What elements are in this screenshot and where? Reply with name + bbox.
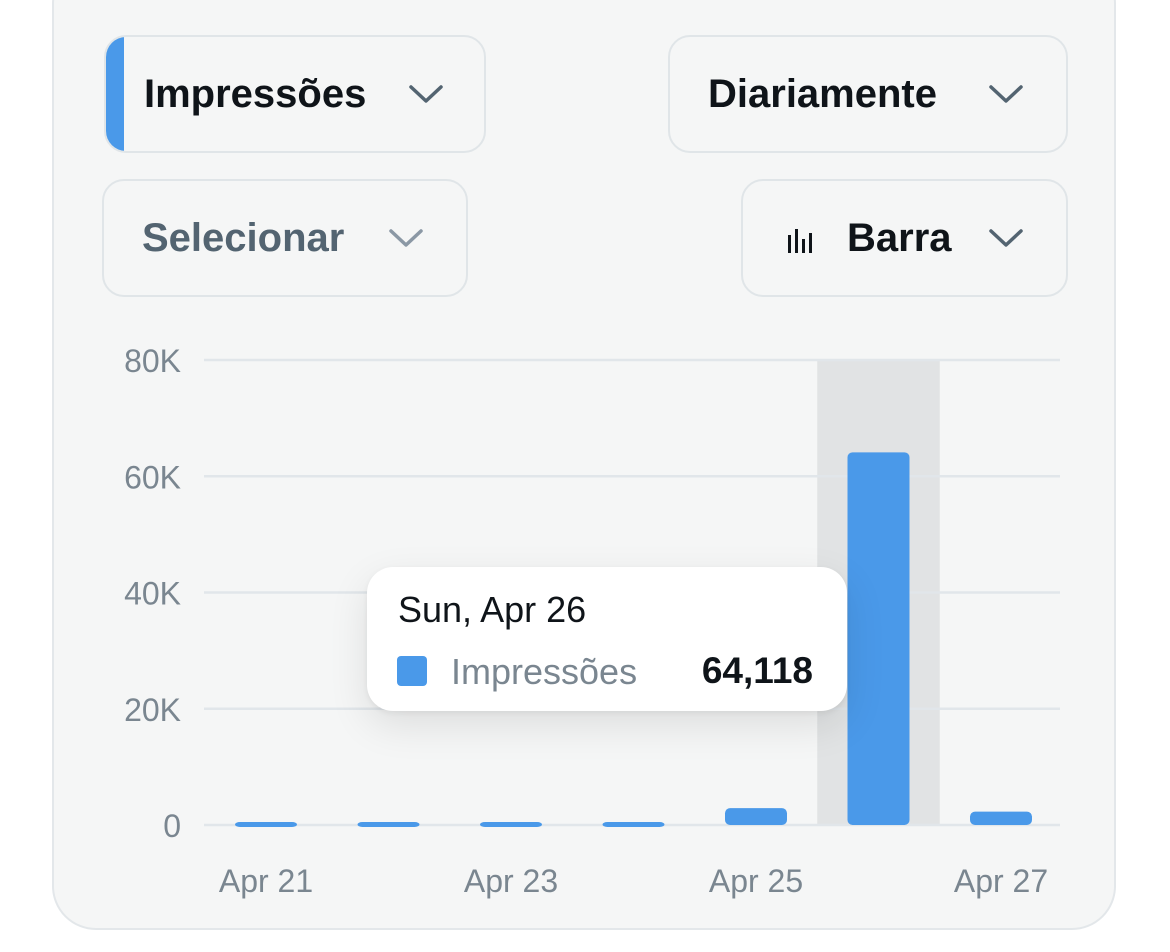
chevron-down-icon — [989, 85, 1023, 103]
x-tick-label: Apr 27 — [954, 863, 1048, 899]
tooltip-date: Sun, Apr 26 — [398, 589, 587, 630]
select-dropdown-label: Selecionar — [142, 215, 345, 260]
x-tick-label: Apr 23 — [464, 863, 558, 899]
tooltip-value: 64,118 — [701, 650, 813, 691]
chart-tooltip: Sun, Apr 26 Impressões 64,118 — [367, 567, 847, 711]
bar — [480, 822, 542, 827]
metric-dropdown[interactable]: Impressões — [104, 35, 486, 153]
chart-type-dropdown[interactable]: Barra — [741, 179, 1068, 297]
bar — [235, 822, 297, 827]
x-tick-label: Apr 21 — [219, 863, 313, 899]
y-tick-label: 60K — [124, 459, 181, 495]
chart-type-dropdown-label: Barra — [847, 215, 952, 260]
metric-color-accent — [106, 37, 124, 151]
tooltip-series-label: Impressões — [451, 651, 638, 692]
period-dropdown-label: Diariamente — [708, 71, 937, 116]
bar — [970, 811, 1032, 825]
chevron-down-icon — [389, 229, 423, 247]
period-dropdown[interactable]: Diariamente — [668, 35, 1068, 153]
chevron-down-icon — [409, 85, 443, 103]
chevron-down-icon — [989, 229, 1023, 247]
y-tick-label: 20K — [124, 692, 181, 728]
bar-chart-icon — [788, 229, 812, 253]
y-tick-label: 0 — [163, 808, 181, 844]
tooltip-series-swatch — [397, 656, 427, 686]
bar — [602, 822, 665, 827]
bar — [725, 808, 787, 825]
bar — [847, 452, 910, 825]
x-tick-label: Apr 25 — [709, 863, 803, 899]
select-dropdown[interactable]: Selecionar — [102, 179, 468, 297]
y-tick-label: 40K — [124, 576, 181, 612]
bar — [357, 822, 420, 827]
y-tick-label: 80K — [124, 343, 181, 379]
metric-dropdown-label: Impressões — [144, 71, 367, 116]
